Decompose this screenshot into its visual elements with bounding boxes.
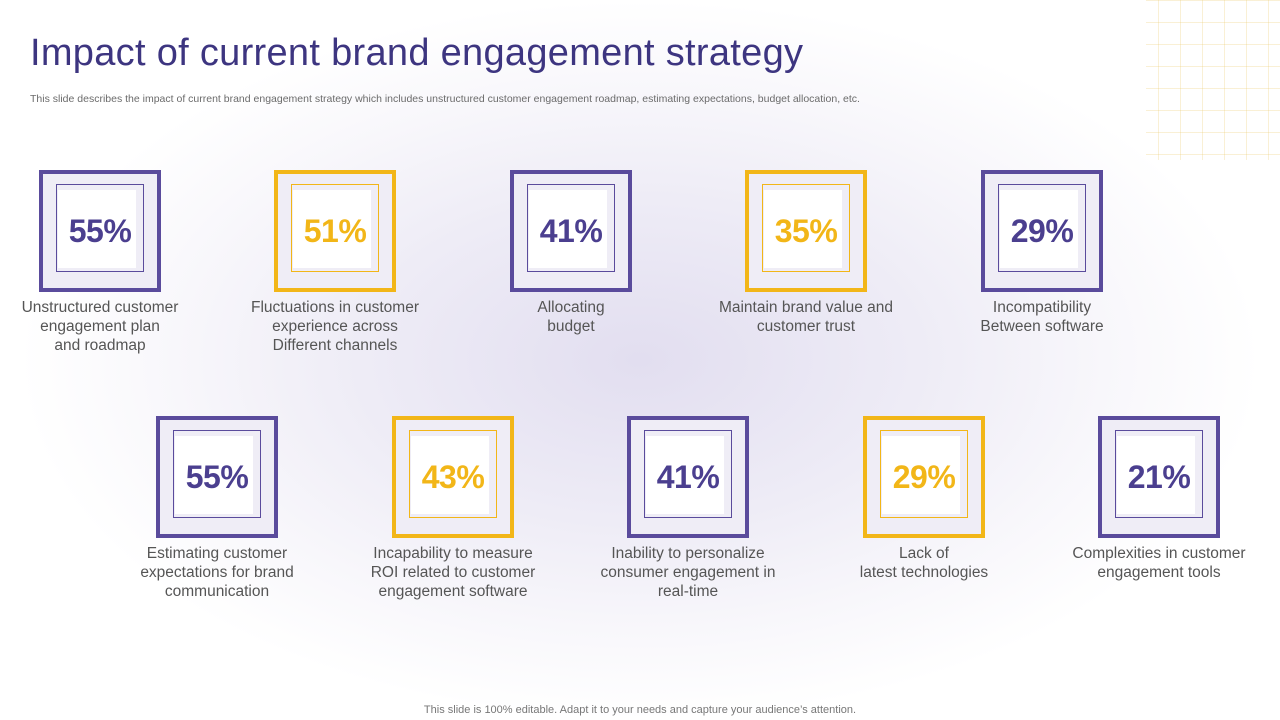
stat-value: 41%: [539, 212, 603, 249]
stat-box: 21%: [1098, 416, 1220, 538]
stat-label: Lack of latest technologies: [859, 545, 989, 581]
stat-box: 35%: [745, 170, 867, 292]
stat-box: 41%: [627, 416, 749, 538]
stat-box: 29%: [863, 416, 985, 538]
stat-value: 55%: [68, 212, 132, 249]
stat-card-estimating-expectations: 55% Estimating customer expectations for…: [107, 416, 327, 601]
stat-card-allocating-budget: 41% Allocating budget: [461, 170, 681, 336]
stat-label: Allocating budget: [537, 299, 605, 335]
slide-title: Impact of current brand engagement strat…: [30, 32, 804, 74]
stat-label: Maintain brand value and customer trust: [718, 299, 894, 335]
stat-card-fluctuations: 51% Fluctuations in customer experience …: [225, 170, 445, 355]
stat-card-latest-technologies: 29% Lack of latest technologies: [814, 416, 1034, 582]
stat-value: 51%: [303, 212, 367, 249]
stat-value: 21%: [1127, 458, 1191, 495]
stat-card-brand-value: 35% Maintain brand value and customer tr…: [696, 170, 916, 336]
stat-box: 55%: [39, 170, 161, 292]
stat-label: Incapability to measure ROI related to c…: [370, 545, 536, 600]
stat-box: 29%: [981, 170, 1103, 292]
stat-box: 55%: [156, 416, 278, 538]
stat-box: 41%: [510, 170, 632, 292]
stat-label: Complexities in customer engagement tool…: [1072, 545, 1246, 581]
stat-card-unstructured-plan: 55% Unstructured customer engagement pla…: [0, 170, 210, 355]
stat-box: 51%: [274, 170, 396, 292]
stat-card-engagement-tools: 21% Complexities in customer engagement …: [1049, 416, 1269, 582]
stat-label: Incompatibility Between software: [980, 299, 1104, 335]
stat-box: 43%: [392, 416, 514, 538]
stat-value: 41%: [656, 458, 720, 495]
stat-label: Unstructured customer engagement plan an…: [21, 299, 179, 354]
stat-card-roi-measure: 43% Incapability to measure ROI related …: [343, 416, 563, 601]
stat-value: 55%: [185, 458, 249, 495]
stat-value: 35%: [774, 212, 838, 249]
stat-label: Fluctuations in customer experience acro…: [251, 299, 419, 354]
stat-card-personalize: 41% Inability to personalize consumer en…: [578, 416, 798, 601]
slide-footer: This slide is 100% editable. Adapt it to…: [423, 704, 857, 716]
stat-label: Inability to personalize consumer engage…: [600, 545, 776, 600]
stat-value: 43%: [421, 458, 485, 495]
stat-value: 29%: [1010, 212, 1074, 249]
stat-value: 29%: [892, 458, 956, 495]
grid-decoration: [1146, 0, 1280, 160]
slide-subtitle: This slide describes the impact of curre…: [30, 93, 860, 105]
stat-label: Estimating customer expectations for bra…: [140, 545, 294, 600]
stat-card-incompatibility: 29% Incompatibility Between software: [932, 170, 1152, 336]
